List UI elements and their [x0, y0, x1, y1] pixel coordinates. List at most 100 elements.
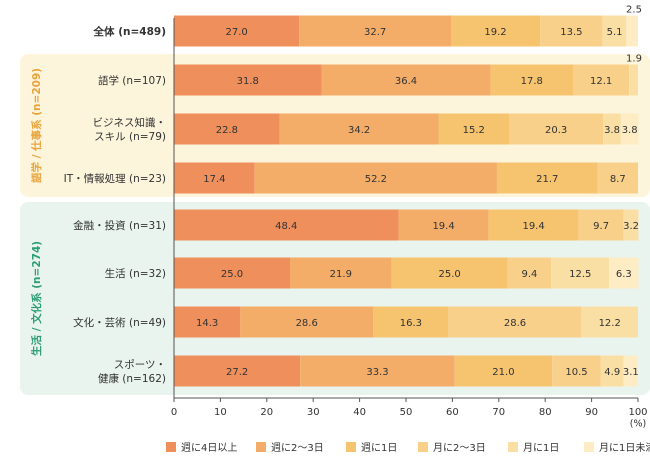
bar-segment	[496, 162, 598, 194]
data-label: 33.3	[366, 367, 388, 378]
bar-segment	[240, 306, 374, 338]
x-tick-label: 100	[628, 407, 647, 418]
bar-segment	[509, 113, 604, 145]
bar-segment	[438, 113, 510, 145]
bar-segment	[578, 209, 624, 241]
bar-segment	[279, 113, 439, 145]
x-tick-label: 70	[492, 407, 505, 418]
data-label: 2.5	[626, 5, 642, 16]
x-tick-label: 20	[260, 407, 273, 418]
data-label: 3.2	[623, 221, 639, 232]
legend-swatch	[256, 442, 266, 452]
bar-segment	[174, 113, 280, 145]
group-background	[20, 202, 650, 395]
bar-segment	[626, 15, 638, 47]
data-label: 3.1	[623, 367, 639, 378]
bar-segment	[299, 15, 452, 47]
bar-segment	[174, 257, 290, 289]
data-label: 28.6	[296, 318, 318, 329]
x-axis-unit: (%)	[630, 419, 646, 430]
bar-segment	[391, 257, 508, 289]
data-label: 48.4	[275, 221, 297, 232]
data-label: 13.5	[560, 27, 582, 38]
category-label: 語学 (n=107)	[98, 74, 166, 87]
bar-segment	[597, 162, 638, 194]
bar-segment	[629, 64, 638, 96]
bar-segment	[620, 113, 639, 145]
bar-segment	[540, 15, 603, 47]
legend-label: 月に1日未満	[599, 442, 650, 454]
data-label: 32.7	[364, 27, 386, 38]
data-label: 8.7	[610, 174, 626, 185]
bar-segment	[490, 64, 574, 96]
group-label: 生活 / 文化系 (n=274)	[30, 241, 43, 356]
data-label: 10.5	[565, 367, 587, 378]
bar-segment	[174, 306, 241, 338]
category-label: ビジネス知識・	[93, 116, 167, 129]
bar-segment	[290, 257, 392, 289]
bar-segment	[623, 355, 638, 387]
bar-segment	[174, 209, 399, 241]
bar-segment	[321, 64, 491, 96]
legend-label: 週に2～3日	[271, 442, 324, 454]
data-label: 3.8	[604, 125, 620, 136]
data-label: 20.3	[545, 125, 567, 136]
legend-swatch	[508, 442, 518, 452]
bar-segment	[602, 15, 627, 47]
bar-segment	[603, 113, 621, 145]
data-label: 28.6	[504, 318, 526, 329]
category-label: IT・情報処理 (n=23)	[64, 172, 166, 185]
data-label: 21.0	[492, 367, 514, 378]
legend-swatch	[166, 442, 176, 452]
x-tick-label: 80	[539, 407, 552, 418]
bar-segment	[373, 306, 449, 338]
x-tick-label: 10	[214, 407, 227, 418]
data-label: 16.3	[400, 318, 422, 329]
data-label: 31.8	[237, 76, 259, 87]
x-tick-label: 0	[171, 407, 177, 418]
data-label: 17.8	[521, 76, 543, 87]
data-label: 21.7	[536, 174, 558, 185]
data-label: 22.8	[216, 125, 238, 136]
legend-swatch	[346, 442, 356, 452]
data-label: 1.9	[626, 54, 642, 65]
bar-segment	[174, 162, 255, 194]
data-label: 12.2	[599, 318, 621, 329]
data-label: 34.2	[348, 125, 370, 136]
bar-segment	[609, 257, 639, 289]
data-label: 36.4	[395, 76, 417, 87]
data-label: 19.2	[484, 27, 506, 38]
bar-segment	[623, 209, 639, 241]
bar-segment	[600, 355, 624, 387]
data-label: 12.5	[569, 269, 591, 280]
data-label: 19.4	[522, 221, 544, 232]
bar-segment	[254, 162, 497, 194]
bar-segment	[581, 306, 638, 338]
bar-segment	[451, 15, 541, 47]
bar-segment	[398, 209, 489, 241]
bar-segment	[448, 306, 582, 338]
data-label: 4.9	[604, 367, 620, 378]
data-label: 12.1	[590, 76, 612, 87]
bar-segment	[174, 64, 322, 96]
data-label: 14.3	[196, 318, 218, 329]
x-tick-label: 60	[446, 407, 459, 418]
category-label: 生活 (n=32)	[105, 267, 166, 280]
data-label: 19.4	[432, 221, 454, 232]
bar-segment	[174, 15, 300, 47]
bar-segment	[174, 355, 301, 387]
bar-segment	[573, 64, 630, 96]
data-label: 27.2	[226, 367, 248, 378]
data-label: 21.9	[330, 269, 352, 280]
legend-swatch	[584, 442, 594, 452]
data-label: 15.2	[463, 125, 485, 136]
bar-segment	[300, 355, 455, 387]
bar-segment	[551, 257, 610, 289]
legend-label: 月に1日	[523, 442, 559, 454]
legend-label: 週に1日	[361, 442, 397, 454]
data-label: 25.0	[221, 269, 243, 280]
category-label: 健康 (n=162)	[98, 372, 166, 385]
data-label: 9.4	[521, 269, 537, 280]
bar-segment	[454, 355, 553, 387]
